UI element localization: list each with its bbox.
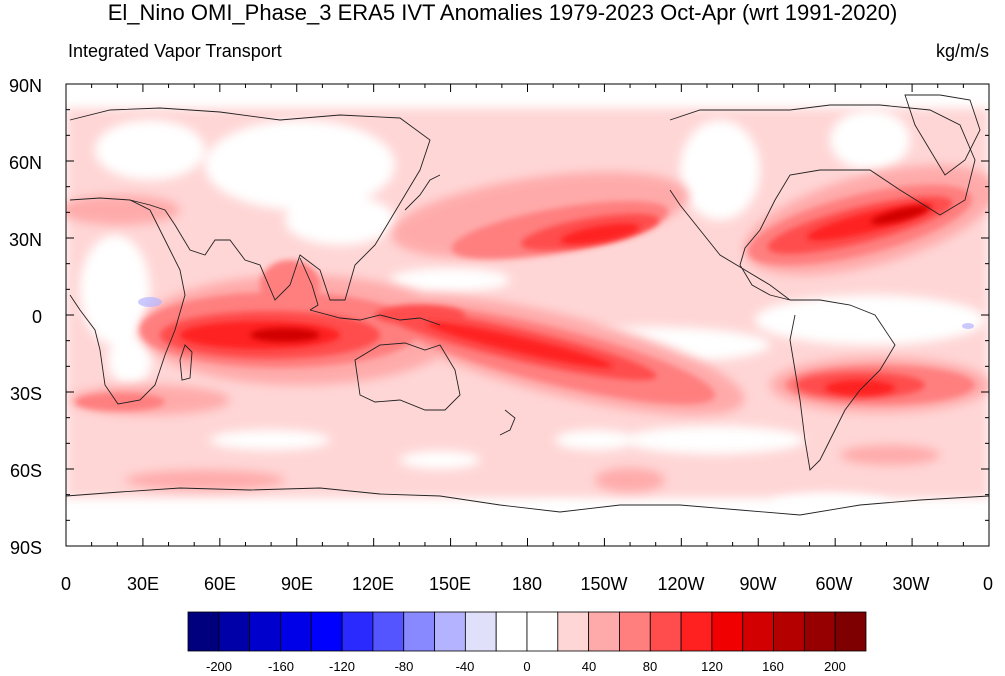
lat-label-30n: 30N bbox=[8, 230, 42, 250]
greenland-coast bbox=[904, 94, 981, 176]
japan-coast bbox=[404, 174, 441, 211]
lon-label-150e: 150E bbox=[428, 574, 472, 594]
colorbar-swatch bbox=[557, 611, 590, 652]
colorbar-swatch bbox=[711, 611, 744, 652]
northamerica-coast bbox=[669, 104, 976, 301]
antarctica-coast bbox=[66, 487, 989, 516]
lon-label-180: 180 bbox=[511, 574, 543, 594]
colorbar-swatch bbox=[434, 611, 466, 652]
anomaly-shading bbox=[66, 84, 989, 546]
colorbar-swatch bbox=[280, 611, 312, 652]
coastlines bbox=[66, 94, 989, 516]
lon-label-0: 0 bbox=[60, 574, 71, 594]
lon-label-90w: 90W bbox=[739, 574, 777, 594]
colorbar-swatch bbox=[403, 611, 435, 652]
colorbar-swatch bbox=[341, 611, 374, 652]
colorbar-swatch bbox=[310, 611, 343, 652]
colorbar-swatch bbox=[619, 611, 651, 652]
colorbar-label: -80 bbox=[394, 659, 414, 674]
colorbar-swatch bbox=[249, 611, 281, 652]
colorbar-swatch bbox=[187, 611, 220, 652]
extreme-anomaly-fill bbox=[250, 205, 930, 342]
colorbar-swatch bbox=[495, 611, 528, 652]
australia-coast bbox=[354, 342, 461, 411]
variable-name: Integrated Vapor Transport bbox=[68, 41, 282, 61]
colorbar-swatch bbox=[680, 611, 713, 652]
colorbar-swatch bbox=[803, 611, 836, 652]
lon-label-120e: 120E bbox=[351, 574, 395, 594]
colorbar-label: 0 bbox=[523, 659, 531, 674]
colorbar-swatch bbox=[218, 611, 251, 652]
axis-ticks bbox=[65, 83, 990, 547]
colorbar-label: 200 bbox=[824, 659, 846, 674]
lon-label-30w: 30W bbox=[892, 574, 930, 594]
negative-anomaly-spot bbox=[962, 323, 974, 329]
colorbar-label: -160 bbox=[267, 659, 295, 674]
lat-label-60n: 60N bbox=[8, 153, 42, 173]
lat-label-0: 0 bbox=[31, 307, 42, 327]
colorbar-label: 120 bbox=[701, 659, 723, 674]
near-zero-fill bbox=[80, 110, 985, 525]
colorbar-label: 160 bbox=[762, 659, 784, 674]
lat-label-60s: 60S bbox=[9, 461, 42, 481]
colorbar-label: -40 bbox=[455, 659, 475, 674]
colorbar-label: -200 bbox=[205, 659, 233, 674]
units-label: kg/m/s bbox=[935, 41, 989, 61]
lon-label-0-right: 0 bbox=[982, 574, 993, 594]
map-title: El_Nino OMI_Phase_3 ERA5 IVT Anomalies 1… bbox=[107, 0, 898, 25]
colorbar-label: -120 bbox=[328, 659, 356, 674]
lon-label-60e: 60E bbox=[203, 574, 237, 594]
negative-anomaly-spot bbox=[138, 297, 162, 307]
lat-label-90s: 90S bbox=[9, 538, 42, 558]
colorbar-swatch bbox=[742, 611, 774, 652]
africa-coast bbox=[69, 197, 186, 405]
newzealand-coast bbox=[499, 409, 516, 436]
colorbar-label: 80 bbox=[642, 659, 658, 674]
anomaly-map bbox=[65, 83, 990, 547]
lon-label-120w: 120W bbox=[657, 574, 705, 594]
colorbar-swatch bbox=[526, 611, 559, 652]
indonesia-coast bbox=[309, 309, 441, 326]
colorbar-swatch bbox=[372, 611, 405, 652]
colorbar-swatch bbox=[464, 611, 497, 652]
lon-label-60w: 60W bbox=[815, 574, 853, 594]
southamerica-coast bbox=[789, 299, 896, 471]
lon-label-30e: 30E bbox=[126, 574, 160, 594]
colorbar-swatch bbox=[649, 611, 682, 652]
colorbar-label: 40 bbox=[581, 659, 597, 674]
madagascar-coast bbox=[179, 344, 193, 381]
colorbar-swatch bbox=[834, 611, 867, 652]
indochina-coast bbox=[299, 257, 319, 311]
colorbar-swatch bbox=[588, 611, 620, 652]
eurasia-coast bbox=[69, 107, 431, 301]
lat-label-90n: 90N bbox=[8, 76, 42, 96]
lon-label-90e: 90E bbox=[280, 574, 314, 594]
colorbar-swatch bbox=[773, 611, 805, 652]
lat-label-30s: 30S bbox=[9, 384, 42, 404]
lon-label-150w: 150W bbox=[580, 574, 628, 594]
